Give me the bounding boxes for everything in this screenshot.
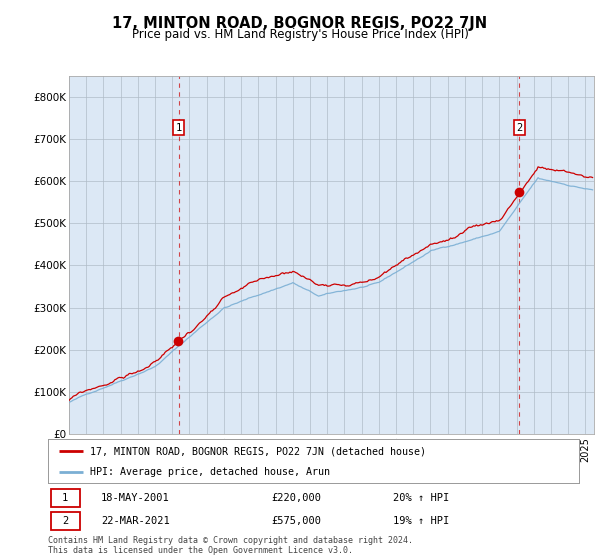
Text: 19% ↑ HPI: 19% ↑ HPI xyxy=(393,516,449,526)
Text: 18-MAY-2001: 18-MAY-2001 xyxy=(101,493,170,503)
Text: 17, MINTON ROAD, BOGNOR REGIS, PO22 7JN: 17, MINTON ROAD, BOGNOR REGIS, PO22 7JN xyxy=(112,16,488,31)
Text: 2: 2 xyxy=(517,123,523,133)
Text: 1: 1 xyxy=(62,493,68,503)
Text: 22-MAR-2021: 22-MAR-2021 xyxy=(101,516,170,526)
Text: Price paid vs. HM Land Registry's House Price Index (HPI): Price paid vs. HM Land Registry's House … xyxy=(131,28,469,41)
Text: 1: 1 xyxy=(176,123,182,133)
Text: This data is licensed under the Open Government Licence v3.0.: This data is licensed under the Open Gov… xyxy=(48,546,353,555)
FancyBboxPatch shape xyxy=(50,512,80,530)
FancyBboxPatch shape xyxy=(50,489,80,507)
Text: 17, MINTON ROAD, BOGNOR REGIS, PO22 7JN (detached house): 17, MINTON ROAD, BOGNOR REGIS, PO22 7JN … xyxy=(91,446,427,456)
Text: £575,000: £575,000 xyxy=(271,516,321,526)
Text: HPI: Average price, detached house, Arun: HPI: Average price, detached house, Arun xyxy=(91,467,331,477)
Text: 2: 2 xyxy=(62,516,68,526)
Text: 20% ↑ HPI: 20% ↑ HPI xyxy=(393,493,449,503)
Text: Contains HM Land Registry data © Crown copyright and database right 2024.: Contains HM Land Registry data © Crown c… xyxy=(48,536,413,545)
Text: £220,000: £220,000 xyxy=(271,493,321,503)
